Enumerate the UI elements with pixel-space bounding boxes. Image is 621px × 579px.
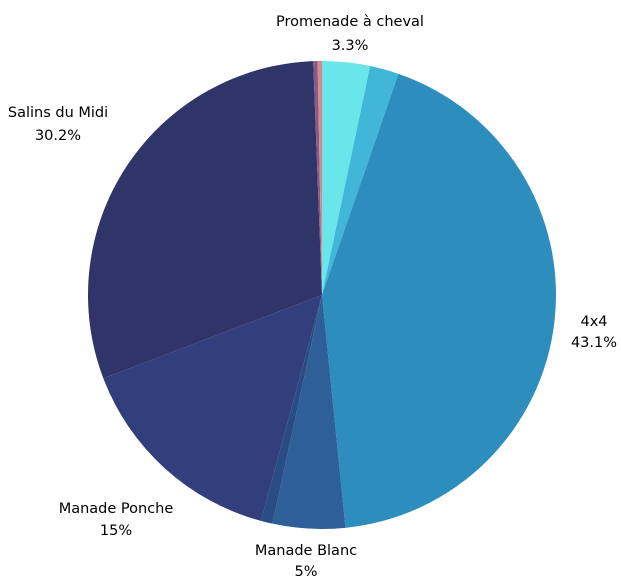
label-4x4-name: 4x4 <box>580 314 607 330</box>
pie-slice-promenade-a-cheval <box>322 61 371 295</box>
pie-slice-unlabeled-4 <box>260 295 322 524</box>
pie-slice-salins-du-midi <box>88 61 322 379</box>
pie-labels: Promenade à cheval 3.3% 4x4 43.1% Manade… <box>8 14 617 579</box>
label-salins-du-midi-name: Salins du Midi <box>8 105 108 121</box>
label-4x4-value: 43.1% <box>571 335 617 351</box>
pie-slice-manade-blanc <box>272 295 346 530</box>
pie-slice-unlabeled-1 <box>322 66 399 295</box>
label-promenade-a-cheval-value: 3.3% <box>332 38 369 54</box>
pie-slice-unlabeled-8 <box>317 60 322 295</box>
label-manade-blanc-value: 5% <box>294 564 317 579</box>
label-manade-ponche-value: 15% <box>100 523 132 539</box>
label-promenade-a-cheval-name: Promenade à cheval <box>276 14 424 30</box>
label-manade-ponche-name: Manade Ponche <box>59 501 174 517</box>
pie-slice-4x4 <box>322 73 556 528</box>
pie-slices <box>88 60 556 530</box>
label-salins-du-midi-value: 30.2% <box>35 128 81 144</box>
label-manade-blanc-name: Manade Blanc <box>255 543 357 559</box>
pie-slice-unlabeled-7 <box>313 61 322 295</box>
pie-slice-manade-ponche <box>103 295 323 521</box>
